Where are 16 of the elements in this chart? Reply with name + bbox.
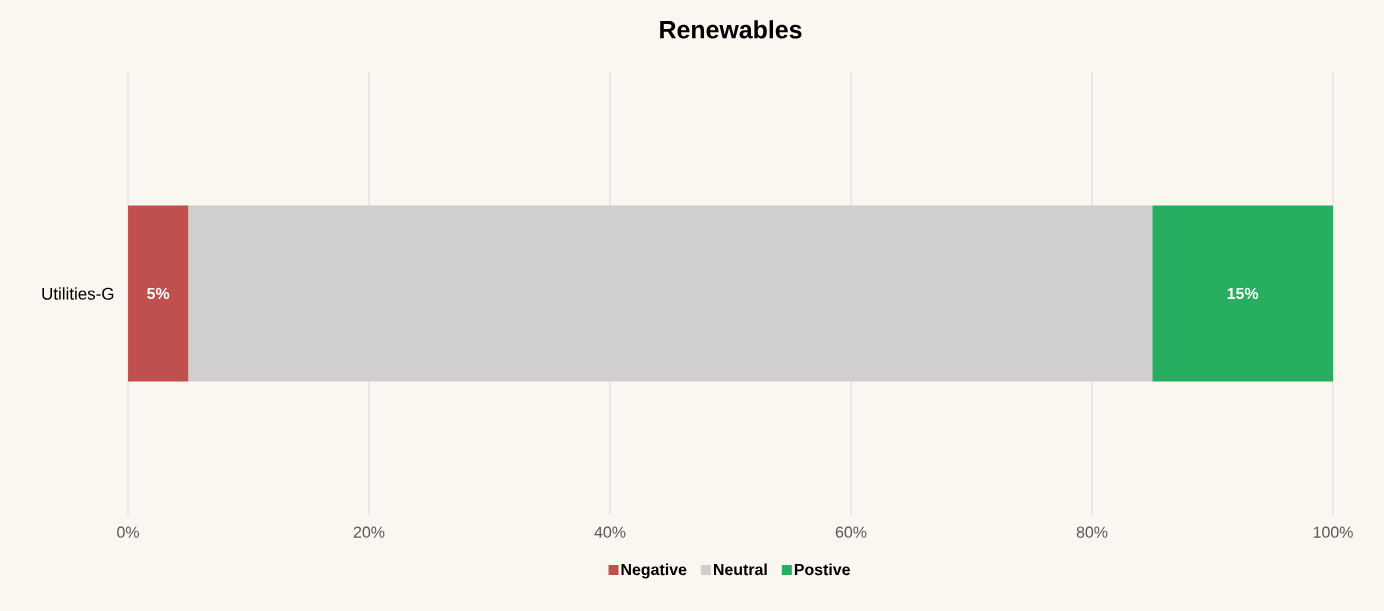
- x-tick-label: 40%: [594, 526, 626, 538]
- x-tick-label: 100%: [1313, 526, 1353, 538]
- legend-label: Neutral: [713, 563, 767, 576]
- legend-label: Postive: [794, 563, 850, 576]
- x-tick-label: 0%: [117, 526, 139, 538]
- y-tick-label: Utilities-G: [42, 287, 114, 300]
- x-tick-label: 60%: [835, 526, 867, 538]
- x-tick-label: 20%: [353, 526, 385, 538]
- bar: [188, 205, 1153, 382]
- chart-title: Renewables: [660, 20, 802, 39]
- bar: [1152, 205, 1334, 382]
- data-label: 15%: [1227, 287, 1259, 300]
- data-label: 5%: [147, 287, 170, 300]
- x-tick-label: 80%: [1076, 526, 1108, 538]
- legend-label: Negative: [621, 563, 687, 579]
- bar: [128, 205, 189, 382]
